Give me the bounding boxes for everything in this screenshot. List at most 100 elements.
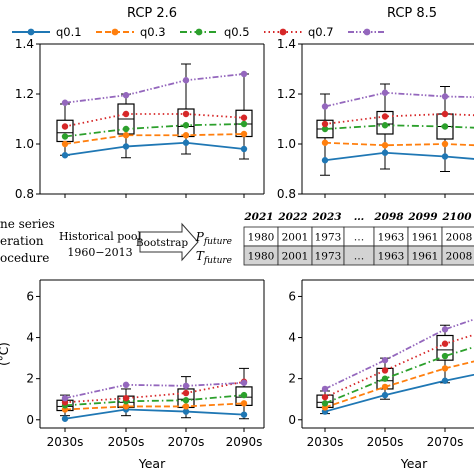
data-point	[441, 326, 449, 333]
y-tick-label: 2	[288, 372, 296, 386]
y-tick-label: 6	[288, 289, 296, 303]
series-q0.7	[61, 110, 248, 130]
y-tick-label: 1.2	[277, 87, 296, 101]
data-point	[61, 415, 69, 422]
y-tick-label: 0.8	[277, 187, 296, 201]
data-point	[240, 70, 248, 78]
legend-marker	[363, 28, 371, 36]
data-point	[122, 143, 130, 150]
data-point	[61, 133, 69, 140]
data-point	[61, 152, 69, 159]
procedure-label-line-2: eration	[0, 234, 44, 248]
data-point	[122, 132, 130, 139]
data-point	[321, 385, 329, 393]
series-line	[324, 346, 474, 405]
arrow-icon	[139, 222, 199, 262]
y-tick-label: 6	[26, 289, 34, 303]
data-point	[182, 132, 190, 139]
data-point	[182, 77, 190, 84]
y-tick-label: 1.0	[15, 137, 34, 151]
series-line	[64, 73, 245, 104]
legend-label: q0.1	[56, 25, 82, 39]
series-line	[64, 123, 245, 138]
data-point	[441, 110, 449, 118]
data-point	[182, 382, 190, 390]
panel-left-bottom: 0 2 4 6 2030s 2050s 2070s 2090s Year (°C)	[0, 279, 265, 471]
series-q0.7	[321, 110, 474, 128]
x-tick-label: 2050s	[108, 435, 145, 449]
bootstrap-arrow: Bootstrap	[136, 222, 199, 262]
y-tick-label: 1.2	[15, 87, 34, 101]
y-tick-label: 1.4	[277, 37, 296, 51]
series-q0.9	[321, 89, 474, 110]
series-line	[324, 373, 474, 413]
x-axis-label: Year	[400, 456, 428, 471]
panel-rcp26-top: 0.8 1.0 1.2 1.4	[15, 37, 265, 201]
data-point	[122, 394, 130, 402]
table-cell-value: 1980	[248, 251, 275, 263]
series-q0.5	[321, 346, 474, 407]
series-q0.1	[61, 139, 248, 159]
table-year: 2098	[373, 211, 404, 223]
legend: q0.1 q0.3 q0.5 q0.7	[12, 25, 386, 39]
data-point	[240, 391, 248, 399]
legend-item-q0.3: q0.3	[96, 25, 166, 39]
table-cell-value: 1973	[315, 251, 342, 263]
data-point	[61, 123, 69, 130]
y-tick-label: 4	[288, 331, 296, 345]
data-point	[441, 377, 449, 384]
procedure-label: ne series eration ocedure	[0, 217, 55, 265]
data-point	[381, 89, 389, 96]
data-point	[182, 408, 190, 415]
plot-area	[56, 63, 253, 160]
data-point	[182, 397, 190, 404]
data-point	[240, 411, 248, 418]
table-row-label: Tfuture	[196, 249, 232, 266]
data-point	[381, 122, 389, 129]
data-point	[321, 393, 329, 401]
table-cell-value: 1973	[315, 232, 342, 244]
legend-marker	[195, 28, 203, 36]
table-row-label: Pfuture	[195, 230, 232, 247]
data-point	[182, 403, 190, 410]
table-cell-value: 2008	[446, 251, 473, 263]
y-tick-label: 4	[26, 331, 34, 345]
y-tick-label: 1.4	[15, 37, 34, 51]
x-tick-label: 2070s	[427, 435, 464, 449]
series-line	[324, 113, 474, 125]
chart-title-rcp26: RCP 2.6	[127, 6, 177, 21]
series-line	[324, 318, 474, 390]
legend-marker	[279, 28, 287, 36]
data-point	[321, 125, 329, 133]
data-point	[321, 120, 329, 128]
data-point	[182, 139, 190, 146]
data-point	[240, 114, 248, 121]
series-line	[64, 113, 245, 128]
series-q0.9	[61, 379, 248, 402]
table-cell-value: 1980	[248, 232, 275, 244]
legend-item-q0.1: q0.1	[12, 25, 82, 39]
x-tick-label: 2070s	[168, 435, 205, 449]
table-year: 2023	[311, 211, 341, 223]
data-point	[122, 403, 130, 410]
series-line	[64, 394, 245, 407]
series-line	[64, 402, 245, 411]
data-point	[381, 356, 389, 364]
axes-frame	[39, 43, 265, 195]
y-tick-label: 0	[288, 413, 296, 427]
legend-marker	[111, 28, 119, 36]
x-tick-label: 2030s	[47, 435, 84, 449]
data-point	[122, 381, 130, 389]
table-cell-value: …	[354, 251, 365, 263]
series-q0.3	[321, 139, 474, 149]
plot-area	[316, 318, 474, 415]
table-year: …	[354, 211, 365, 223]
procedure-label-line-1: ne series	[0, 217, 55, 231]
series-q0.5	[321, 122, 474, 133]
data-point	[182, 389, 190, 397]
box-iqr	[376, 110, 394, 135]
chart-title-rcp85: RCP 8.5	[387, 6, 437, 21]
x-axis-label: Year	[138, 456, 166, 471]
data-point	[441, 365, 449, 372]
